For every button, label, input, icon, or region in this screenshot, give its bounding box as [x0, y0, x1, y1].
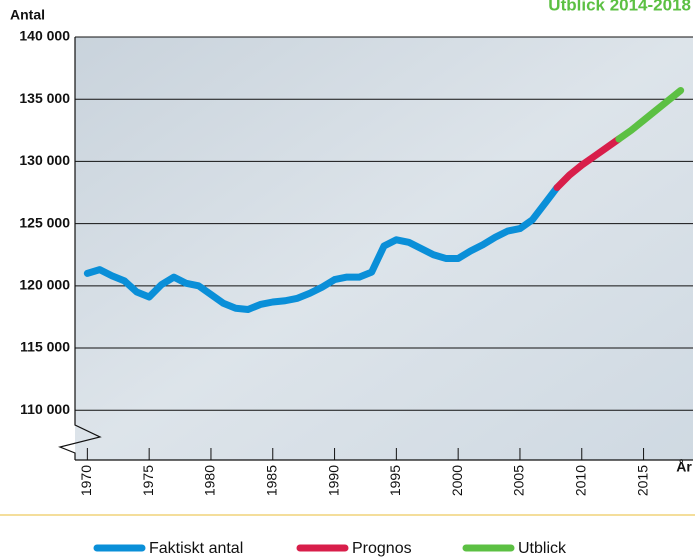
x-axis-label: År — [676, 459, 692, 475]
chart-title: Utblick 2014-2018 — [548, 0, 691, 14]
x-tick-label: 1970 — [78, 465, 94, 496]
x-tick-label: 1995 — [387, 465, 403, 496]
x-tick-label: 1990 — [325, 465, 341, 496]
y-tick-label: 130 000 — [19, 152, 70, 168]
x-tick-label: 2015 — [634, 465, 650, 496]
legend-label: Utblick — [518, 540, 567, 557]
y-tick-label: 115 000 — [20, 339, 70, 355]
y-tick-label: 135 000 — [19, 90, 70, 106]
x-tick-label: 2000 — [449, 465, 465, 496]
x-tick-label: 2010 — [572, 465, 588, 496]
series-line — [615, 86, 685, 143]
y-tick-label: 140 000 — [19, 28, 70, 44]
x-tick-label: 1975 — [140, 465, 156, 496]
series-line — [83, 184, 561, 313]
series-line — [553, 135, 623, 192]
y-tick-label: 125 000 — [19, 214, 70, 230]
y-axis-label: Antal — [10, 7, 45, 23]
y-axis — [58, 37, 102, 460]
y-tick-label: 110 000 — [20, 401, 70, 417]
y-tick-label: 120 000 — [19, 277, 70, 293]
x-tick-label: 1980 — [202, 465, 218, 496]
legend-label: Prognos — [352, 540, 412, 557]
x-tick-label: 2005 — [511, 465, 527, 496]
x-tick-label: 1985 — [263, 465, 279, 496]
legend-label: Faktiskt antal — [149, 540, 243, 557]
